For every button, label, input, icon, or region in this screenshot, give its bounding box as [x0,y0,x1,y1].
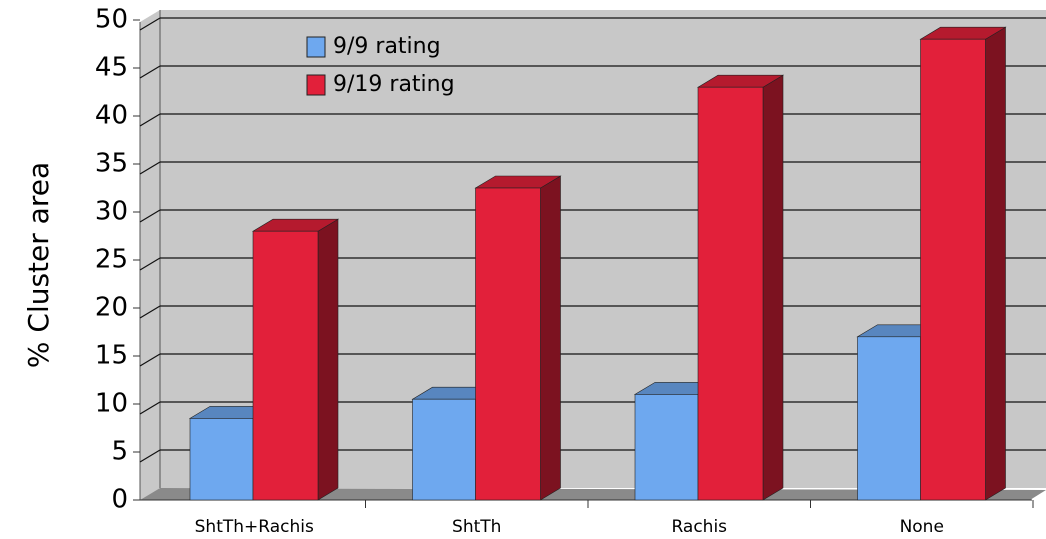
grid-line-side [139,209,161,223]
y-tick-label: 25 [95,245,128,275]
legend-swatch [306,36,326,58]
y-tick-label: 10 [95,389,128,419]
x-tick-label: Rachis [671,517,727,537]
plot-wall [140,10,1046,500]
x-tick-label: ShtTh+Rachis [195,517,314,537]
grid-line-side [139,113,161,127]
x-tick-label: None [900,517,944,537]
y-tick-label: 40 [95,101,128,131]
y-tick-label: 50 [95,5,128,35]
bar-front [634,394,699,501]
legend-label: 9/9 rating [333,34,441,59]
legend-swatch [306,74,326,96]
y-tick-label: 45 [95,53,128,83]
bar-side [540,175,561,501]
y-tick-label: 15 [95,341,128,371]
grid-line-side [139,401,161,415]
grid-line-side [139,353,161,367]
bar-side [762,74,784,501]
bar [919,26,1007,501]
grid-line-side [139,305,161,319]
y-tick-label: 20 [95,293,128,323]
bar-side [985,26,1006,501]
y-axis-label: % Cluster area [22,162,55,368]
bar-front [252,230,319,501]
y-tick-label: 30 [95,197,128,227]
y-tick-label: 5 [111,437,128,467]
bar-front [857,336,921,501]
bar-front [920,38,986,501]
bar-front [697,86,764,501]
bar [696,74,785,501]
y-tick-label: 35 [95,149,128,179]
bar [474,175,562,501]
bar [251,218,340,501]
grid-line-side [139,65,161,79]
grid-line-side [139,257,161,271]
bar-front [189,418,254,501]
x-tick-label: ShtTh [452,517,501,537]
y-tick-label: 0 [111,485,128,515]
grid-line-side [139,17,161,31]
bar-front [475,187,541,501]
floor [140,488,1046,500]
grid-line-side [139,449,161,463]
bar-front [412,398,476,501]
legend-label: 9/19 rating [333,72,455,97]
grid-line-side [139,161,161,175]
bar-side [317,218,339,501]
